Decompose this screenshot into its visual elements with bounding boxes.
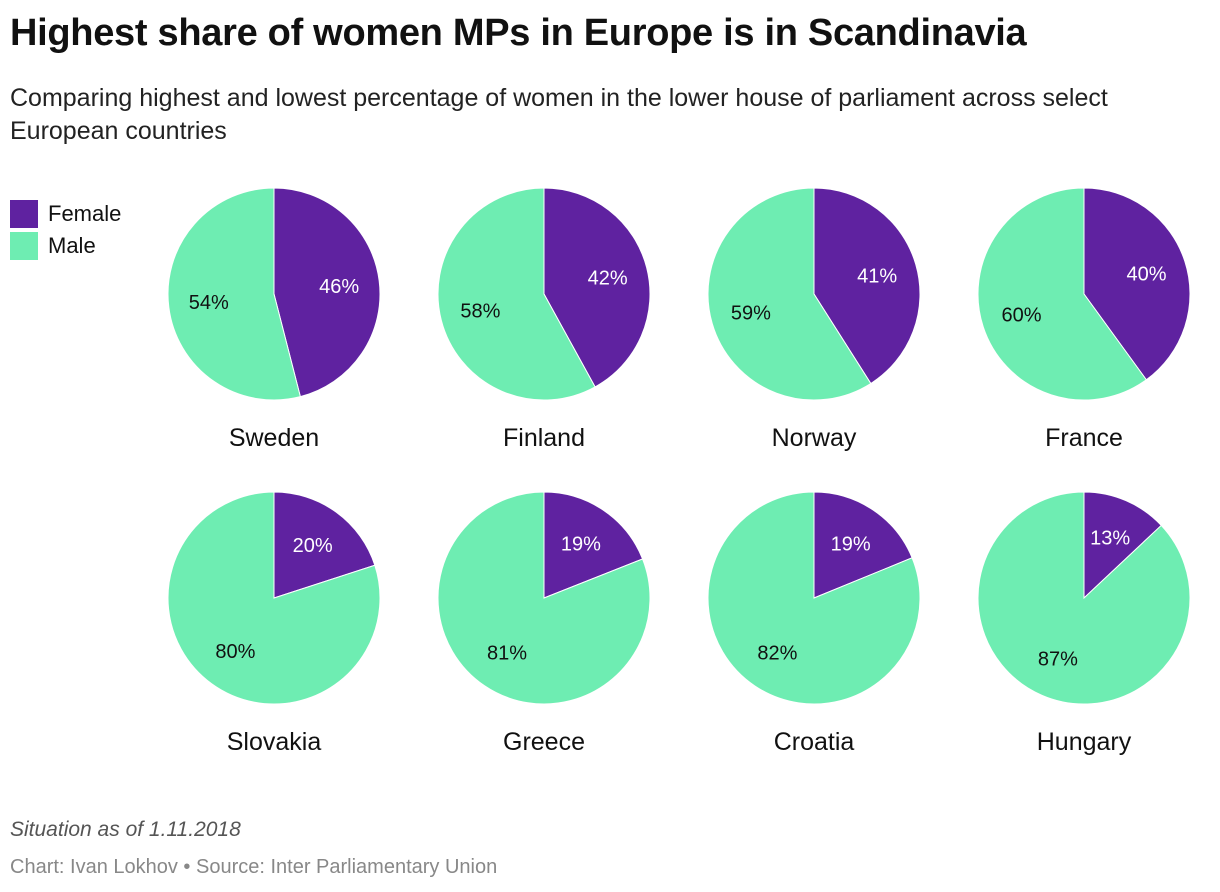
slice-female <box>273 187 381 398</box>
chart-title: Highest share of women MPs in Europe is … <box>10 12 1027 54</box>
slice-female <box>813 491 913 599</box>
pie-slovakia: 20% 80% Slovakia <box>167 491 381 756</box>
legend-label-male: Male <box>48 233 96 258</box>
data-label-female: 46% <box>319 276 359 298</box>
data-label-female: 19% <box>831 533 871 555</box>
data-label-female: 42% <box>588 268 628 290</box>
pie-norway: 41% 59% Norway <box>707 187 921 452</box>
chart-credit: Chart: Ivan Lokhov • Source: Inter Parli… <box>10 856 498 878</box>
country-label: France <box>1045 424 1123 452</box>
slice-male <box>437 491 651 705</box>
data-label-male: 87% <box>1038 648 1078 670</box>
data-label-male: 80% <box>215 641 255 663</box>
pie-hungary: 13% 87% Hungary <box>977 491 1191 756</box>
country-label: Sweden <box>229 424 319 452</box>
slice-male <box>167 491 381 705</box>
pie-finland: 42% 58% Finland <box>437 187 651 452</box>
pie-greece: 19% 81% Greece <box>437 491 651 756</box>
data-label-female: 41% <box>857 266 897 288</box>
chart-subtitle: Comparing highest and lowest percentage … <box>10 84 1108 145</box>
slice-male <box>707 187 872 401</box>
data-label-female: 20% <box>293 535 333 557</box>
country-label: Slovakia <box>227 728 322 756</box>
country-label: Hungary <box>1037 728 1132 756</box>
slice-female <box>543 187 651 388</box>
data-label-male: 59% <box>731 302 771 324</box>
legend-swatch-female <box>10 200 38 228</box>
country-label: Norway <box>772 424 857 452</box>
slice-female <box>273 491 376 599</box>
slice-male <box>167 187 301 401</box>
data-label-male: 54% <box>189 292 229 314</box>
legend-swatch-male <box>10 232 38 260</box>
country-label: Finland <box>503 424 585 452</box>
pie-sweden: 46% 54% Sweden <box>167 187 381 452</box>
slice-female <box>1083 491 1162 600</box>
data-label-female: 40% <box>1126 264 1166 286</box>
slice-male <box>977 491 1191 705</box>
slice-male <box>977 187 1148 401</box>
legend: Female Male <box>10 198 121 262</box>
data-label-female: 19% <box>561 534 601 556</box>
country-label: Greece <box>503 728 585 756</box>
chart-note: Situation as of 1.11.2018 <box>10 818 241 841</box>
data-label-male: 58% <box>460 300 500 322</box>
legend-label-female: Female <box>48 201 122 226</box>
data-label-male: 60% <box>1001 304 1041 326</box>
slice-female <box>543 491 644 599</box>
legend-item-female: Female <box>10 198 121 230</box>
country-label: Croatia <box>774 728 855 756</box>
pie-croatia: 19% 82% Croatia <box>707 491 921 756</box>
data-label-male: 82% <box>757 643 797 665</box>
data-label-female: 13% <box>1090 528 1130 550</box>
data-label-male: 81% <box>487 642 527 664</box>
pie-france: 40% 60% France <box>977 187 1191 452</box>
slice-male <box>437 187 596 401</box>
slice-male <box>707 491 921 705</box>
slice-female <box>1083 187 1191 381</box>
slice-female <box>813 187 921 385</box>
legend-item-male: Male <box>10 230 121 262</box>
